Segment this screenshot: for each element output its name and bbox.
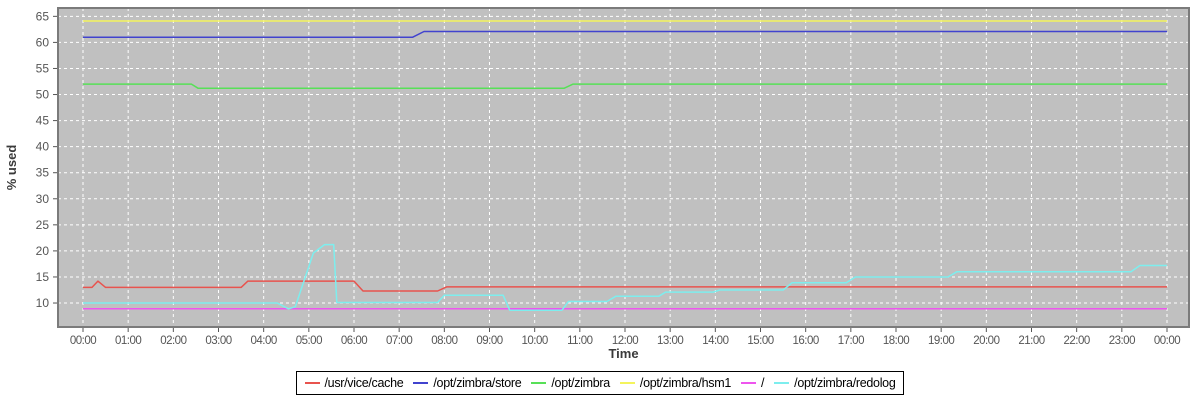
y-tick-label: 45: [36, 114, 50, 128]
x-tick-label: 15:00: [747, 335, 773, 347]
y-tick-label: 20: [36, 244, 50, 258]
x-tick-label: 00:00: [70, 335, 96, 347]
x-tick-label: 18:00: [883, 335, 909, 347]
y-tick-label: 35: [36, 166, 50, 180]
series-line: [83, 83, 1167, 90]
legend-color-dash-icon: [619, 382, 635, 384]
legend-color-dash-icon: [774, 382, 790, 384]
x-tick-label: 20:00: [973, 335, 999, 347]
plot-background: [58, 8, 1189, 327]
y-tick-label: 50: [36, 88, 50, 102]
plot-border: [57, 7, 1190, 328]
x-tick-label: 11:00: [567, 335, 593, 347]
legend-color-dash-icon: [413, 382, 429, 384]
x-tick-label: 02:00: [160, 335, 186, 347]
x-tick-label: 23:00: [1109, 335, 1135, 347]
y-tick-label: 15: [36, 270, 50, 284]
legend-row: /usr/vice/cache/opt/zimbra/store/opt/zim…: [0, 371, 1200, 395]
y-tick-label: 10: [36, 296, 50, 310]
x-tick-label: 16:00: [793, 335, 819, 347]
x-tick-label: 22:00: [1064, 335, 1090, 347]
x-tick-label: 17:00: [838, 335, 864, 347]
y-axis-title: % used: [4, 145, 19, 191]
x-tick-label: 13:00: [657, 335, 683, 347]
x-tick-label: 03:00: [205, 335, 231, 347]
x-tick-label: 06:00: [341, 335, 367, 347]
legend-item: /usr/vice/cache: [304, 375, 404, 390]
x-tick-label: 00:00: [1154, 335, 1180, 347]
legend-item: /: [740, 375, 765, 390]
series-line: [83, 243, 1167, 312]
legend-item: /opt/zimbra/redolog: [774, 375, 896, 390]
x-tick-label: 01:00: [115, 335, 141, 347]
x-tick-label: 08:00: [431, 335, 457, 347]
y-tick-label: 65: [36, 9, 50, 23]
legend-item: /opt/zimbra/hsm1: [619, 375, 731, 390]
legend-label: /usr/vice/cache: [324, 375, 404, 390]
legend-label: /: [760, 375, 765, 390]
legend-item: /opt/zimbra/store: [413, 375, 522, 390]
legend-color-dash-icon: [740, 382, 756, 384]
legend-label: /opt/zimbra/store: [433, 375, 522, 390]
x-axis-title: Time: [608, 346, 638, 361]
legend: /usr/vice/cache/opt/zimbra/store/opt/zim…: [295, 371, 905, 395]
x-tick-label: 21:00: [1018, 335, 1044, 347]
legend-label: /opt/zimbra/hsm1: [639, 375, 731, 390]
x-tick-label: 04:00: [251, 335, 277, 347]
x-tick-label: 14:00: [702, 335, 728, 347]
y-tick-label: 40: [36, 140, 50, 154]
x-tick-label: 05:00: [296, 335, 322, 347]
y-tick-label: 30: [36, 192, 50, 206]
series-line: [83, 30, 1167, 38]
legend-label: /opt/zimbra: [551, 375, 610, 390]
y-tick-label: 55: [36, 61, 50, 75]
x-tick-label: 12:00: [612, 335, 638, 347]
y-tick-label: 25: [36, 218, 50, 232]
legend-color-dash-icon: [531, 382, 547, 384]
x-tick-label: 09:00: [476, 335, 502, 347]
x-tick-label: 10:00: [522, 335, 548, 347]
legend-label: /opt/zimbra/redolog: [794, 375, 896, 390]
x-tick-label: 19:00: [928, 335, 954, 347]
x-tick-label: 07:00: [386, 335, 412, 347]
y-tick-label: 60: [36, 35, 50, 49]
series-line: [83, 280, 1167, 292]
legend-color-dash-icon: [304, 382, 320, 384]
legend-item: /opt/zimbra: [531, 377, 610, 390]
